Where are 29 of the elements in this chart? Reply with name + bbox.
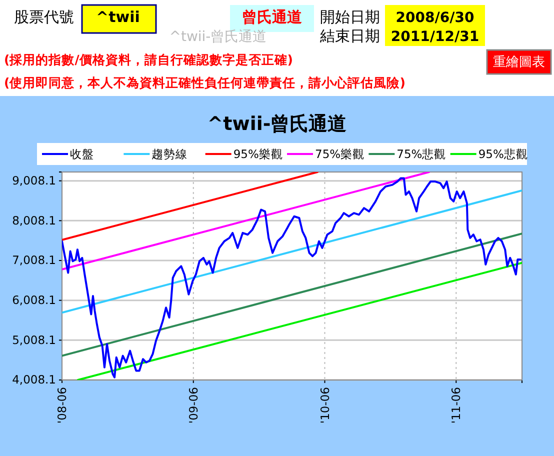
- redraw-button: 重繪圖表: [486, 49, 552, 75]
- text: ^twii-曾氏通道: [169, 29, 267, 45]
- text: 曾氏通道: [242, 8, 303, 26]
- y-tick-label: 9,008.1: [12, 174, 56, 188]
- x-tick-label: '11-06: [449, 387, 464, 424]
- text: 2011/12/31: [390, 29, 480, 45]
- chart-title: ^twii-曾氏通道: [207, 113, 347, 135]
- y-tick-label: 5,008.1: [12, 332, 56, 347]
- text: 2008/6/30: [396, 10, 474, 26]
- line-series: [62, 177, 522, 378]
- text: 結束日期: [319, 27, 380, 45]
- text: 股票代號: [14, 8, 74, 26]
- legend-label: 95%樂觀: [233, 147, 283, 161]
- legend-label: 75%悲觀: [396, 147, 446, 161]
- x-tick-label: '09-06: [186, 387, 200, 424]
- y-tick-label: 7,008.1: [12, 253, 56, 268]
- legend-label: 75%樂觀: [315, 147, 365, 161]
- text: (使用即同意，本人不為資料正確性負任何連帶責任，請小心評估風險): [4, 75, 406, 90]
- y-tick-label: 4,008.1: [12, 372, 56, 387]
- text: (採用的指數/價格資料，請自行確認數字是否正確): [4, 52, 293, 67]
- x-tick-label: '10-06: [318, 387, 332, 424]
- legend-label: 收盤: [70, 147, 94, 161]
- legend-label: 趨勢線: [152, 147, 188, 161]
- x-tick-label: '08-06: [55, 387, 70, 424]
- y-tick-label: 6,008.1: [12, 293, 56, 308]
- legend-label: 95%悲觀: [478, 147, 528, 161]
- text: 開始日期: [320, 8, 380, 26]
- y-tick-label: 8,008.1: [12, 213, 56, 228]
- text: ^twii: [96, 8, 140, 26]
